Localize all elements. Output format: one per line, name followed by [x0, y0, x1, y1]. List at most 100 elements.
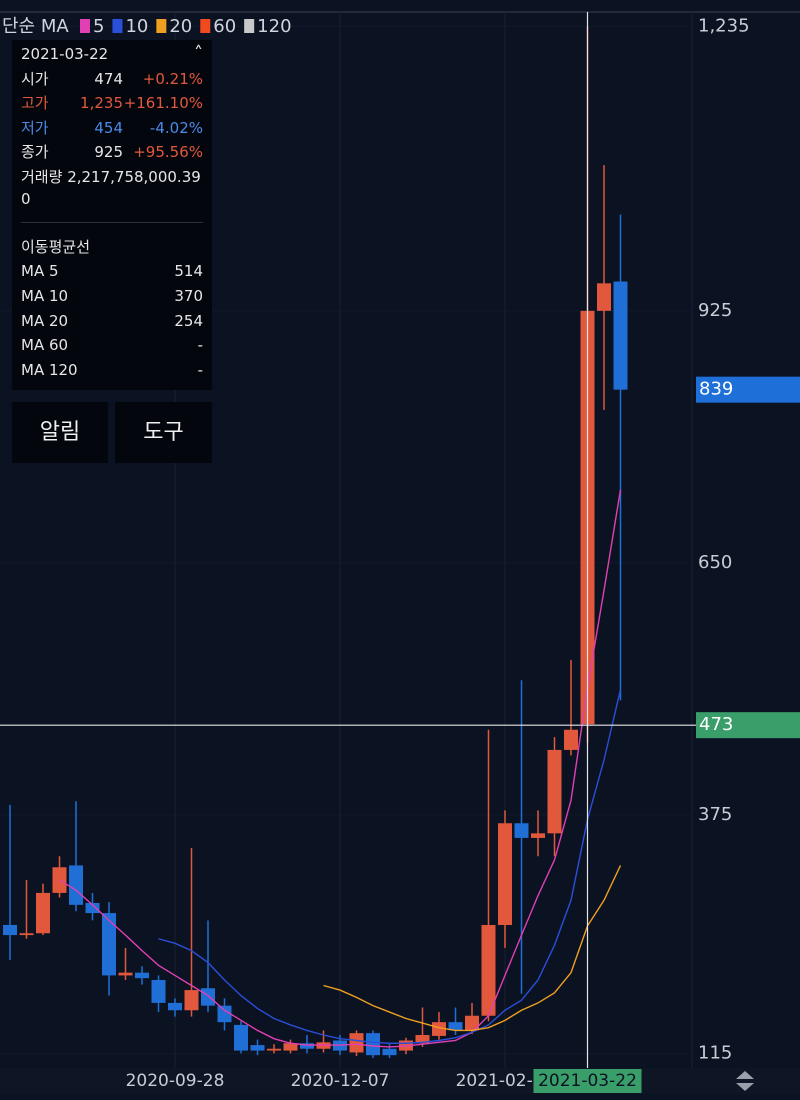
ma-line: [59, 489, 622, 1048]
candle-body: [135, 972, 149, 979]
candle-body: [85, 903, 100, 914]
ma-label: MA 20: [21, 312, 69, 330]
ma-label: MA 10: [21, 287, 69, 305]
x-axis-strip: [0, 1068, 800, 1094]
last-price: 839: [699, 379, 733, 400]
ma-label: MA 120: [21, 361, 78, 379]
ohlc-row: 시가 474 +0.21%: [21, 68, 203, 90]
ma-value: 514: [174, 262, 203, 280]
row-label: 저가: [21, 119, 49, 137]
legend-label: 20: [169, 16, 192, 37]
row-value: 925: [94, 143, 123, 161]
last-price-tag: [696, 376, 800, 403]
y-tick-label: 115: [698, 1042, 732, 1063]
row-value: 1,235: [80, 94, 123, 112]
candle-body: [118, 972, 133, 976]
legend-label: 60: [213, 16, 236, 37]
candle-body: [36, 892, 50, 934]
info-panel: 2021-03-22 ˄ 시가 474 +0.21% 고가 1,235 +161.10%…: [12, 40, 212, 390]
candle-body: [201, 988, 215, 1006]
legend-swatch: [200, 19, 211, 33]
legend-label: 120: [257, 16, 291, 37]
collapse-icon[interactable]: ˄: [194, 43, 203, 64]
ma-value: 254: [174, 312, 203, 330]
legend-swatch: [112, 19, 123, 33]
ma-row: MA 5 514: [21, 260, 203, 282]
legend-label: 10: [125, 16, 148, 37]
ma-row: MA 60 -: [21, 334, 203, 356]
candle-body: [366, 1033, 380, 1056]
candle-body: [184, 990, 199, 1011]
row-value: 454: [94, 119, 123, 137]
panel-date-row: 2021-03-22 ˄: [21, 43, 203, 65]
candle-body: [151, 980, 166, 1003]
x-tick-label: 2020-09-28: [126, 1071, 225, 1091]
candle-body: [102, 913, 116, 976]
crosshair-price-tag: [696, 712, 800, 739]
candle-body: [168, 1002, 182, 1011]
divider: [21, 222, 203, 223]
row-label: 고가: [21, 94, 49, 112]
y-tick-label: 925: [698, 300, 732, 321]
candle-body: [19, 933, 34, 936]
candle-body: [69, 865, 83, 905]
ma-title-row: 이동평균선: [21, 236, 203, 258]
legend-swatch: [156, 19, 167, 33]
row-label: 종가: [21, 143, 49, 161]
ma-row: MA 10 370: [21, 285, 203, 307]
candle-body: [3, 925, 17, 936]
legend-swatch: [80, 19, 90, 33]
candle-body: [514, 823, 529, 838]
tools-button[interactable]: 도구: [115, 402, 212, 463]
scroll-icon: [736, 1071, 754, 1091]
crosshair-price: 473: [699, 714, 733, 735]
row-change: +95.56%: [133, 143, 203, 161]
ma-label: MA 5: [21, 262, 59, 280]
legend-label: 5: [93, 16, 104, 37]
ma-row: MA 20 254: [21, 310, 203, 332]
candle-body: [547, 749, 562, 834]
candle-body: [349, 1033, 364, 1053]
ma-value: 370: [174, 287, 203, 305]
ma-label: MA 60: [21, 336, 69, 354]
candle-body: [613, 281, 628, 390]
ma-title: 이동평균선: [21, 238, 91, 256]
alert-button[interactable]: 알림: [12, 402, 108, 463]
candle-body: [267, 1048, 281, 1051]
row-change: -4.02%: [149, 119, 203, 137]
ma-value: -: [197, 336, 203, 354]
candle-body: [465, 1015, 479, 1031]
ma-row: MA 120 -: [21, 359, 203, 381]
ohlc-row: 저가 454 -4.02%: [21, 117, 203, 139]
candle-body: [597, 283, 611, 311]
panel-date: 2021-03-22: [21, 45, 109, 63]
x-tick-label: 2020-12-07: [291, 1071, 390, 1091]
y-tick-label: 1,235: [698, 16, 750, 37]
row-value: 474: [94, 70, 123, 88]
ma-line: [323, 865, 622, 1032]
legend-swatch: [244, 19, 255, 33]
row-change: +0.21%: [142, 70, 203, 88]
candle-body: [531, 833, 545, 838]
ma-value: -: [197, 361, 203, 379]
candle-body: [234, 1024, 248, 1051]
candle-body: [415, 1035, 430, 1044]
y-tick-label: 375: [698, 804, 732, 825]
candle-body: [432, 1022, 446, 1036]
volume-row: 거래량 2,217,758,000.390: [21, 166, 203, 210]
candle-body: [448, 1022, 463, 1031]
legend-title: 단순 MA: [2, 16, 69, 37]
candle-body: [564, 729, 578, 750]
row-change: +161.10%: [123, 94, 203, 112]
crosshair-date-tag: [533, 1069, 642, 1093]
x-tick-label: 2021-02-15: [456, 1071, 555, 1091]
crosshair-date: 2021-03-22: [538, 1071, 637, 1091]
row-label: 시가: [21, 70, 49, 88]
candle-body: [498, 823, 512, 925]
candle-body: [382, 1048, 397, 1056]
candle-body: [481, 925, 496, 1016]
ohlc-row: 고가 1,235 +161.10%: [21, 92, 203, 114]
candle-body: [250, 1045, 265, 1051]
